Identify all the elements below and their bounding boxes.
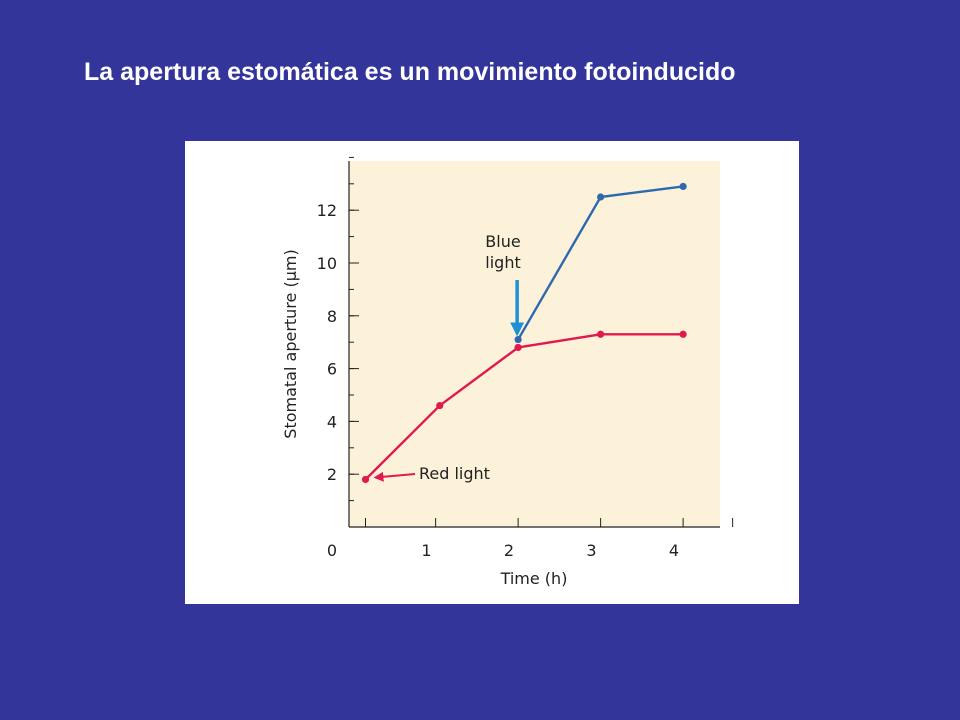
y-tick-label: 2 [327, 465, 337, 484]
y-tick-label: 6 [327, 360, 337, 379]
y-tick-label: 8 [327, 307, 337, 326]
x-tick-label: 4 [669, 541, 679, 560]
blue-light-label-line2: light [485, 253, 520, 272]
series-layer [361, 182, 687, 484]
blue-light-data-point [514, 335, 522, 344]
slide-title: La apertura estomática es un movimiento … [84, 58, 736, 86]
red-light-data-point [436, 401, 444, 410]
y-tick-label: 10 [317, 254, 337, 273]
annotation-layer: Blue light Red light [373, 232, 525, 483]
blue-light-data-point [679, 182, 687, 191]
red-light-label: Red light [419, 464, 490, 483]
x-tick-label: 2 [504, 541, 514, 560]
blue-light-label-line1: Blue [485, 232, 520, 251]
red-light-arrow [373, 471, 416, 482]
chart-figure: 2 4 6 8 10 12 0 1 2 3 4 Blue light Red light Time (h… [185, 141, 799, 604]
red-light-data-point [679, 330, 687, 338]
x-tick-label: 3 [586, 541, 596, 560]
y-tick-label: 4 [327, 412, 337, 431]
red-light-data-point [361, 475, 370, 484]
red-light-data-point [514, 343, 522, 352]
x-tick-label: 0 [327, 541, 337, 560]
x-tick-label: 1 [421, 541, 431, 560]
y-tick-label: 12 [317, 201, 337, 220]
x-axis-label: Time (h) [500, 569, 568, 588]
red-light-data-point [597, 330, 605, 338]
y-axis-label: Stomatal aperture (μm) [281, 249, 300, 438]
blue-light-data-point [597, 193, 605, 201]
